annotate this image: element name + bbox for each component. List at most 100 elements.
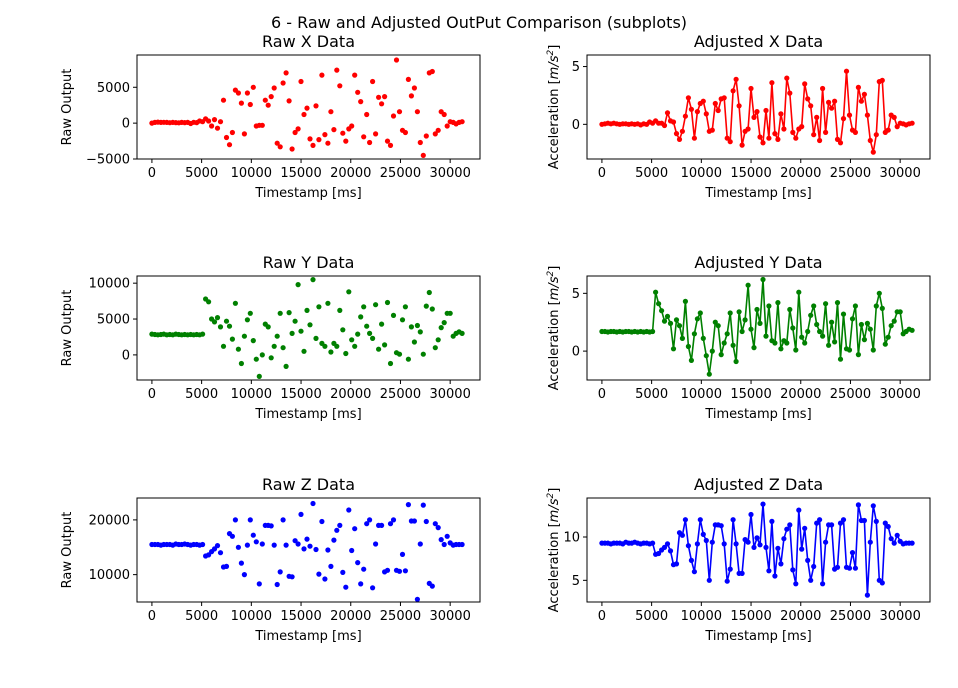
data-point	[364, 323, 370, 329]
y-tick-label: 0	[122, 117, 130, 132]
data-point	[358, 581, 364, 587]
data-point	[214, 543, 221, 549]
data-point	[808, 577, 814, 583]
data-point	[289, 330, 295, 336]
data-point	[301, 348, 307, 354]
data-point	[337, 83, 343, 89]
data-point	[286, 98, 292, 104]
y-axis-label: Acceleration [m/s2]	[546, 266, 562, 391]
data-point	[435, 525, 441, 531]
data-point	[241, 572, 247, 578]
data-point	[298, 78, 304, 85]
data-point	[361, 304, 367, 310]
data-point	[679, 335, 686, 341]
data-point	[733, 541, 739, 547]
subplot-5: Raw Z Data 0 5000 10000 15000 20000 25000 30000…	[60, 475, 481, 644]
data-point	[664, 110, 671, 116]
data-point	[879, 77, 885, 83]
data-point	[688, 357, 695, 363]
data-point	[829, 522, 835, 528]
x-tick-label: 15000	[730, 166, 771, 181]
data-point	[223, 318, 230, 324]
data-point	[271, 85, 277, 91]
data-point	[238, 360, 244, 367]
data-point	[832, 339, 838, 345]
axes-frame	[586, 54, 931, 160]
data-point	[840, 517, 847, 523]
data-point	[653, 289, 659, 295]
data-point	[772, 340, 778, 346]
data-point	[435, 127, 441, 133]
data-point	[280, 80, 286, 86]
data-point	[673, 317, 680, 323]
data-point	[763, 333, 769, 339]
data-point	[867, 326, 873, 332]
data-point	[283, 70, 289, 76]
data-point	[313, 335, 319, 341]
data-point	[307, 543, 313, 549]
data-point	[766, 568, 772, 574]
data-point	[691, 135, 698, 141]
data-point	[274, 333, 280, 339]
x-tick-label: 25000	[380, 609, 421, 624]
data-point	[402, 568, 408, 574]
data-point	[820, 85, 826, 92]
data-point	[247, 517, 253, 523]
data-point	[429, 68, 435, 75]
axes-frame	[136, 275, 481, 381]
data-point	[349, 547, 355, 554]
data-point	[826, 342, 832, 348]
data-point	[390, 312, 397, 318]
data-point	[235, 90, 241, 96]
data-point	[343, 350, 349, 357]
data-point	[688, 106, 695, 112]
data-point	[703, 537, 709, 544]
data-point	[793, 135, 799, 141]
x-tick-label: 15000	[280, 609, 321, 624]
data-point	[220, 343, 227, 349]
data-point	[715, 323, 721, 329]
data-point	[328, 563, 334, 570]
data-point	[268, 94, 274, 100]
data-point	[373, 131, 379, 137]
subplot-title: Raw X Data	[262, 32, 355, 51]
data-point	[724, 331, 730, 337]
x-tick-label: 10000	[681, 166, 722, 181]
data-point	[879, 305, 885, 311]
x-tick-label: 10000	[231, 609, 272, 624]
data-point	[846, 565, 853, 571]
data-point	[417, 139, 423, 146]
data-point	[277, 310, 283, 316]
data-point	[650, 328, 656, 335]
data-point	[313, 546, 319, 553]
data-point	[709, 127, 715, 133]
data-point	[277, 569, 283, 575]
data-point	[757, 320, 763, 326]
data-point	[823, 539, 829, 545]
data-point	[444, 533, 450, 539]
data-point	[441, 111, 447, 118]
data-point	[402, 129, 408, 136]
data-point	[873, 518, 879, 525]
data-point	[697, 310, 703, 316]
data-point	[414, 109, 420, 115]
data-point	[367, 517, 373, 523]
data-point	[265, 324, 271, 330]
data-point	[331, 127, 337, 133]
axes-frame	[136, 497, 481, 603]
data-point	[754, 109, 760, 115]
data-point	[826, 99, 832, 105]
data-point	[292, 318, 298, 324]
data-point	[888, 323, 894, 329]
data-point	[382, 342, 388, 348]
data-point	[367, 330, 373, 336]
data-point	[778, 346, 784, 352]
data-point	[790, 325, 796, 331]
x-tick-label: 30000	[429, 387, 470, 402]
data-point	[882, 520, 888, 526]
data-point	[846, 112, 853, 118]
data-point	[253, 356, 259, 362]
data-point	[289, 574, 295, 580]
data-point	[349, 337, 355, 343]
data-point	[304, 536, 310, 542]
